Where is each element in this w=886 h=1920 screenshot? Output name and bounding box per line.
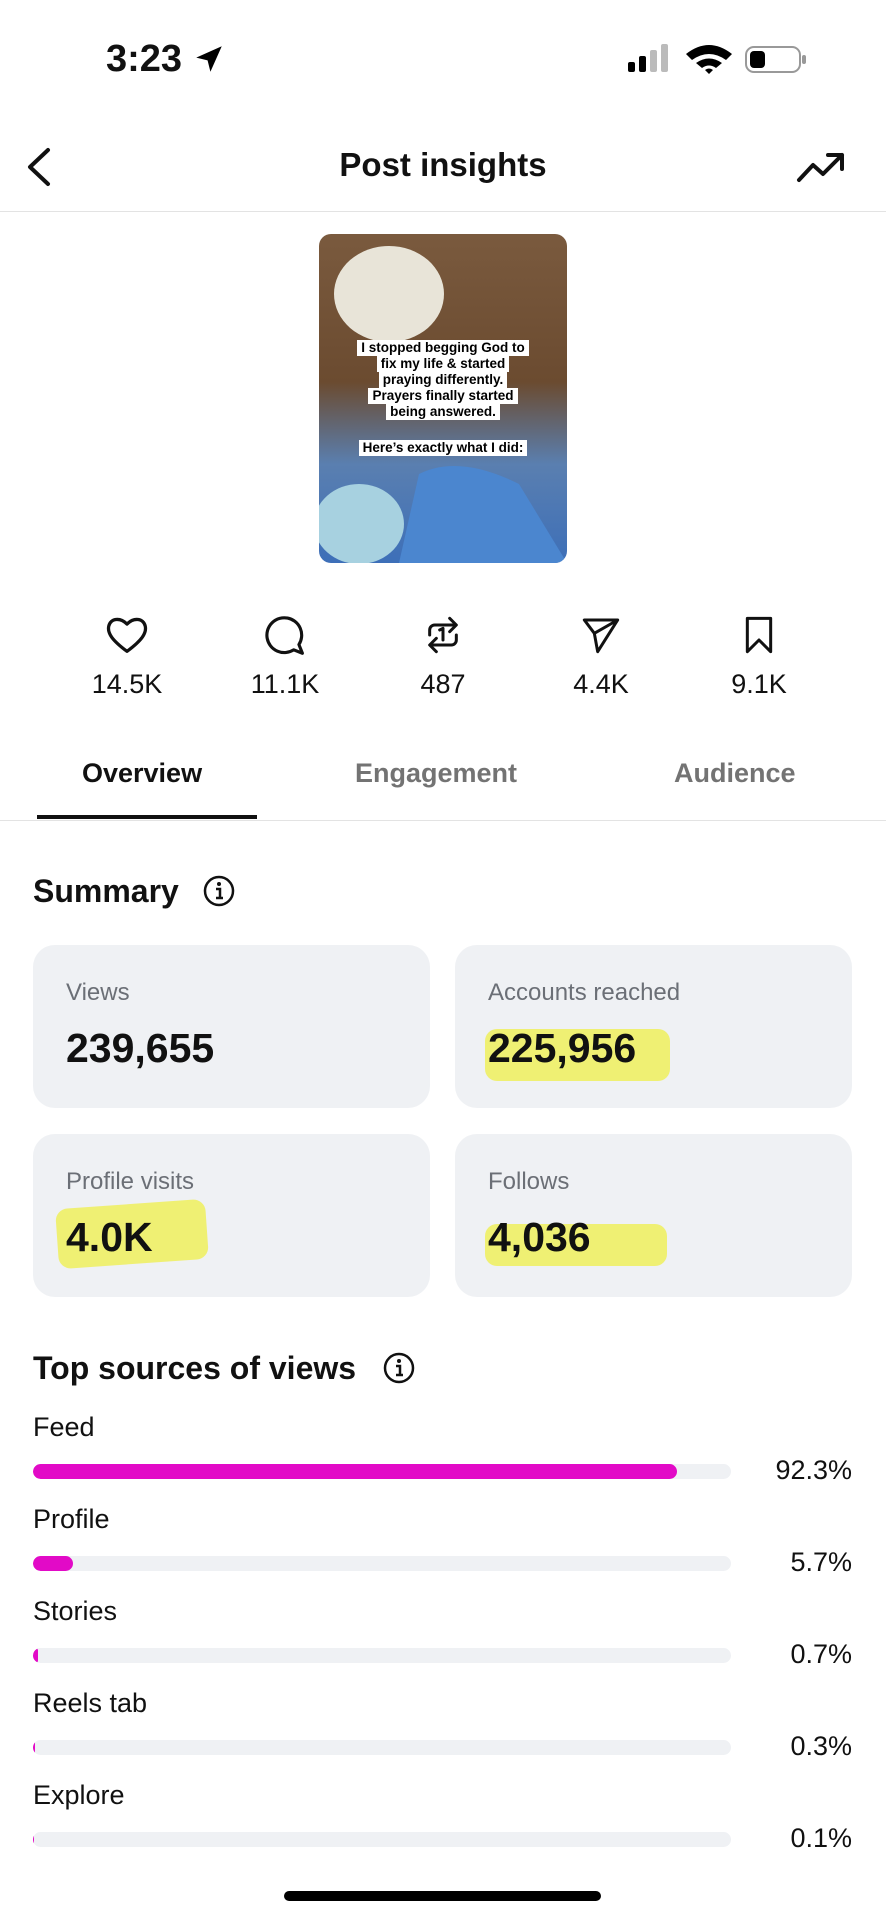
bar xyxy=(33,1648,38,1663)
tab[interactable]: Audience xyxy=(674,758,796,788)
bar-track xyxy=(33,1556,731,1571)
source-percent: 5.7% xyxy=(790,1547,852,1577)
highlight xyxy=(485,1224,667,1266)
card-label: Profile visits xyxy=(66,1168,195,1195)
stat-count: 9.1K xyxy=(731,669,787,699)
card-label: Views xyxy=(66,979,130,1006)
stat-comments: 11.1K xyxy=(206,615,364,700)
summary-card: Profile visits 4.0K xyxy=(33,1134,430,1297)
source-name: Explore xyxy=(33,1780,125,1810)
stat-likes: 14.5K xyxy=(48,615,206,700)
caption-line: fix my life & started xyxy=(376,356,510,372)
caption-line: Prayers finally started xyxy=(368,388,518,404)
stat-count: 487 xyxy=(420,669,466,699)
card-value: 4,036 xyxy=(488,1214,591,1260)
section-title: Summary xyxy=(33,873,179,909)
card-label: Follows xyxy=(488,1168,570,1195)
summary-card: Follows 4,036 xyxy=(455,1134,852,1297)
source-percent: 0.3% xyxy=(790,1731,852,1761)
source-percent: 0.7% xyxy=(790,1639,852,1669)
caption-line: I stopped begging God to xyxy=(357,340,529,356)
divider xyxy=(0,820,886,821)
section-title: Top sources of views xyxy=(33,1350,357,1386)
comment-icon xyxy=(265,616,304,655)
stat-count: 4.4K xyxy=(573,669,629,699)
card-value: 4.0K xyxy=(66,1214,153,1260)
bar-track xyxy=(33,1648,731,1663)
divider xyxy=(0,211,886,212)
status-icons xyxy=(628,44,806,74)
status-time: 3:23 xyxy=(106,38,183,80)
bar xyxy=(33,1464,678,1479)
post-thumbnail[interactable]: I stopped begging God to fix my life & st… xyxy=(319,234,567,563)
bar-track xyxy=(33,1740,731,1755)
tab-indicator xyxy=(37,815,257,819)
caption-line: praying differently. xyxy=(378,372,508,388)
heart-icon xyxy=(106,617,148,653)
bar xyxy=(33,1740,36,1755)
stat-reposts: 487 xyxy=(364,615,522,700)
caption-line: being answered. xyxy=(386,404,500,420)
source-name: Reels tab xyxy=(33,1688,148,1718)
summary-card: Views 239,655 xyxy=(33,945,430,1108)
bar-track xyxy=(33,1464,731,1479)
summary-card: Accounts reached 225,956 xyxy=(455,945,852,1108)
thumbnail-art xyxy=(319,246,567,563)
bar xyxy=(33,1832,34,1847)
stat-count: 11.1K xyxy=(250,669,320,699)
card-label: Accounts reached xyxy=(488,979,681,1006)
trend-button[interactable] xyxy=(796,150,846,184)
home-indicator xyxy=(284,1891,601,1901)
stat-shares: 4.4K xyxy=(522,615,680,700)
stats-row: 14.5K 11.1K 487 4.4K 9.1K xyxy=(48,615,838,700)
share-icon xyxy=(582,618,620,654)
save-icon xyxy=(745,616,773,654)
highlight xyxy=(485,1029,670,1081)
stat-count: 14.5K xyxy=(91,669,163,699)
stat-saves: 9.1K xyxy=(680,615,838,700)
source-name: Feed xyxy=(33,1412,95,1442)
location-icon xyxy=(196,46,222,72)
source-percent: 92.3% xyxy=(775,1455,852,1485)
source-percent: 0.1% xyxy=(790,1823,852,1853)
tab[interactable]: Overview xyxy=(82,758,203,788)
bar xyxy=(33,1556,73,1571)
bar-track xyxy=(33,1832,731,1847)
card-value: 225,956 xyxy=(488,1025,637,1071)
card-value: 239,655 xyxy=(66,1025,215,1071)
tab[interactable]: Engagement xyxy=(355,758,518,788)
info-icon[interactable] xyxy=(382,1351,416,1385)
source-name: Profile xyxy=(33,1504,110,1534)
caption-footer: Here’s exactly what I did: xyxy=(358,440,528,456)
back-button[interactable] xyxy=(24,146,54,188)
source-name: Stories xyxy=(33,1596,118,1626)
repost-icon xyxy=(428,616,458,654)
page-title: Post insights xyxy=(339,146,547,183)
info-icon[interactable] xyxy=(202,874,236,908)
